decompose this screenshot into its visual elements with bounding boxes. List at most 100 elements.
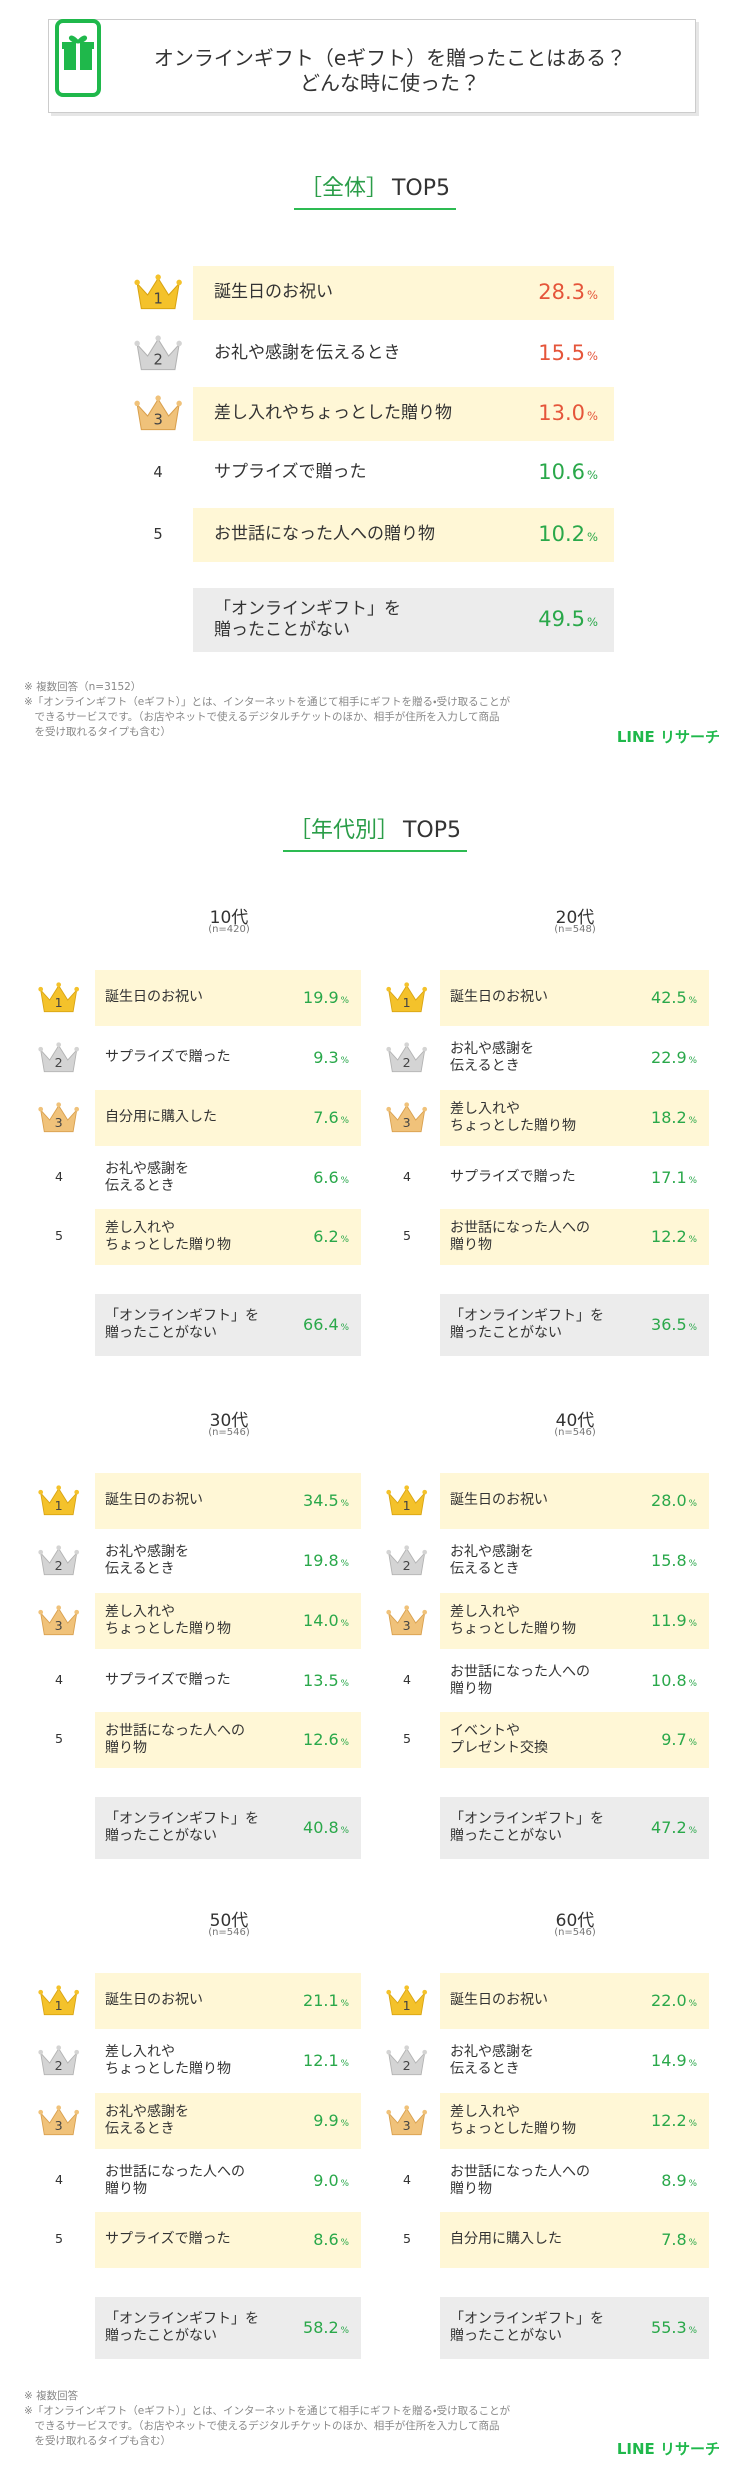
value-unit: % (340, 1737, 349, 1748)
item-label: お世話になった人への 贈り物 (450, 1219, 590, 1254)
item-label: 誕生日のお祝い (105, 989, 203, 1006)
value-number: 12.2 (651, 1226, 687, 1246)
value-unit: % (340, 1618, 349, 1629)
value: 14.9% (651, 2051, 697, 2075)
rank-number: 1 (55, 1498, 63, 1513)
never-label: 「オンラインギフト」を 贈ったことがない (214, 598, 401, 640)
value-unit: % (688, 2118, 697, 2129)
value-number: 12.1 (303, 2050, 339, 2070)
row-highlight (95, 1090, 361, 1146)
rank-number: 1 (55, 1998, 63, 2013)
value-number: 11.9 (651, 1610, 687, 1630)
value: 47.2% (651, 1818, 697, 1842)
age-label: 30代 (209, 1411, 249, 1431)
value: 12.6% (303, 1730, 349, 1754)
value-unit: % (688, 1115, 697, 1126)
item-label: 差し入れや ちょっとした贈り物 (105, 1219, 231, 1254)
value-unit: % (340, 2118, 349, 2129)
value-number: 9.9 (313, 2110, 339, 2130)
crown: 3 (386, 1605, 428, 1635)
crown: 2 (386, 1042, 428, 1072)
item-label: 差し入れやちょっとした贈り物 (214, 403, 452, 424)
value-unit: % (340, 1498, 349, 1509)
rank-number: 5 (54, 1228, 63, 1243)
rank-number: 2 (55, 1558, 63, 1573)
sample-size: (n=546) (554, 1427, 596, 1438)
rank-number: 2 (403, 1558, 411, 1573)
value: 49.5% (538, 606, 598, 636)
item-label: 誕生日のお祝い (105, 1492, 203, 1509)
gift-icon (55, 19, 101, 97)
sample-size: (n=546) (208, 1927, 250, 1938)
value-unit: % (340, 2237, 349, 2248)
crown: 2 (38, 1545, 80, 1575)
item-label: イベントや プレゼント交換 (450, 1722, 548, 1757)
value: 9.3% (313, 1048, 349, 1072)
rank-number: 4 (402, 1169, 411, 1184)
value-unit: % (688, 1825, 697, 1836)
value-number: 7.8 (661, 2229, 687, 2249)
value: 22.9% (651, 1048, 697, 1072)
row-highlight (440, 1712, 709, 1768)
item-label: 差し入れや ちょっとした贈り物 (105, 1603, 231, 1638)
value: 22.0% (651, 1991, 697, 2015)
rank-number: 3 (55, 1618, 63, 1633)
item-label: 誕生日のお祝い (105, 1992, 203, 2009)
value-unit: % (340, 1234, 349, 1245)
item-label: 差し入れや ちょっとした贈り物 (450, 1603, 576, 1638)
item-label: お礼や感謝を 伝えるとき (450, 1040, 534, 1075)
value-number: 66.4 (303, 1314, 339, 1334)
rank-number: 1 (153, 290, 162, 307)
rank-number: 3 (403, 2118, 411, 2133)
crown: 2 (134, 335, 182, 371)
row-highlight (95, 1712, 361, 1768)
value: 40.8% (303, 1818, 349, 1842)
value-number: 49.5 (538, 607, 586, 632)
value-unit: % (587, 349, 598, 364)
rank-number: 5 (54, 1731, 63, 1746)
value-number: 14.0 (303, 1610, 339, 1630)
note: ※ 複数回答 (24, 2390, 79, 2402)
rank-number: 3 (153, 411, 162, 428)
row-highlight (440, 1473, 709, 1529)
value-unit: % (340, 1678, 349, 1689)
value: 10.6% (538, 459, 598, 489)
item-label: 誕生日のお祝い (450, 989, 548, 1006)
value-number: 15.8 (651, 1550, 687, 1570)
never-label: 「オンラインギフト」を 贈ったことがない (105, 1307, 259, 1342)
crown: 3 (38, 2105, 80, 2135)
rank-number: 2 (55, 1055, 63, 1070)
rank-number: 4 (54, 1672, 63, 1687)
crown: 3 (134, 395, 182, 431)
rank-number: 5 (402, 2231, 411, 2246)
item-label: サプライズで贈った (214, 462, 367, 483)
item-label: お世話になった人への 贈り物 (105, 2163, 245, 2198)
row-highlight (440, 2212, 709, 2268)
value: 7.6% (313, 1108, 349, 1132)
item-label: 誕生日のお祝い (450, 1492, 548, 1509)
value-unit: % (340, 1055, 349, 1066)
value-unit: % (688, 1998, 697, 2009)
value: 6.2% (313, 1227, 349, 1251)
row-highlight (440, 970, 709, 1026)
row-highlight (440, 2093, 709, 2149)
row-highlight (440, 1209, 709, 1265)
item-label: お世話になった人への 贈り物 (450, 2163, 590, 2198)
item-label: サプライズで贈った (450, 1169, 576, 1186)
value-number: 7.6 (313, 1107, 339, 1127)
item-label: お礼や感謝を 伝えるとき (450, 1543, 534, 1578)
row-highlight (193, 387, 614, 441)
value-number: 19.9 (303, 987, 339, 1007)
value-number: 47.2 (651, 1817, 687, 1837)
value-number: 22.0 (651, 1990, 687, 2010)
value-unit: % (587, 288, 598, 303)
crown: 1 (38, 1985, 80, 2015)
value: 10.2% (538, 521, 598, 551)
sample-size: (n=546) (208, 1427, 250, 1438)
value-number: 18.2 (651, 1107, 687, 1127)
item-label: 誕生日のお祝い (450, 1992, 548, 2009)
heading-inner: ［年代別］ TOP5 (282, 812, 468, 852)
heading-tag: ［年代別］ (288, 818, 399, 843)
value-unit: % (688, 1175, 697, 1186)
header-box (48, 19, 696, 113)
